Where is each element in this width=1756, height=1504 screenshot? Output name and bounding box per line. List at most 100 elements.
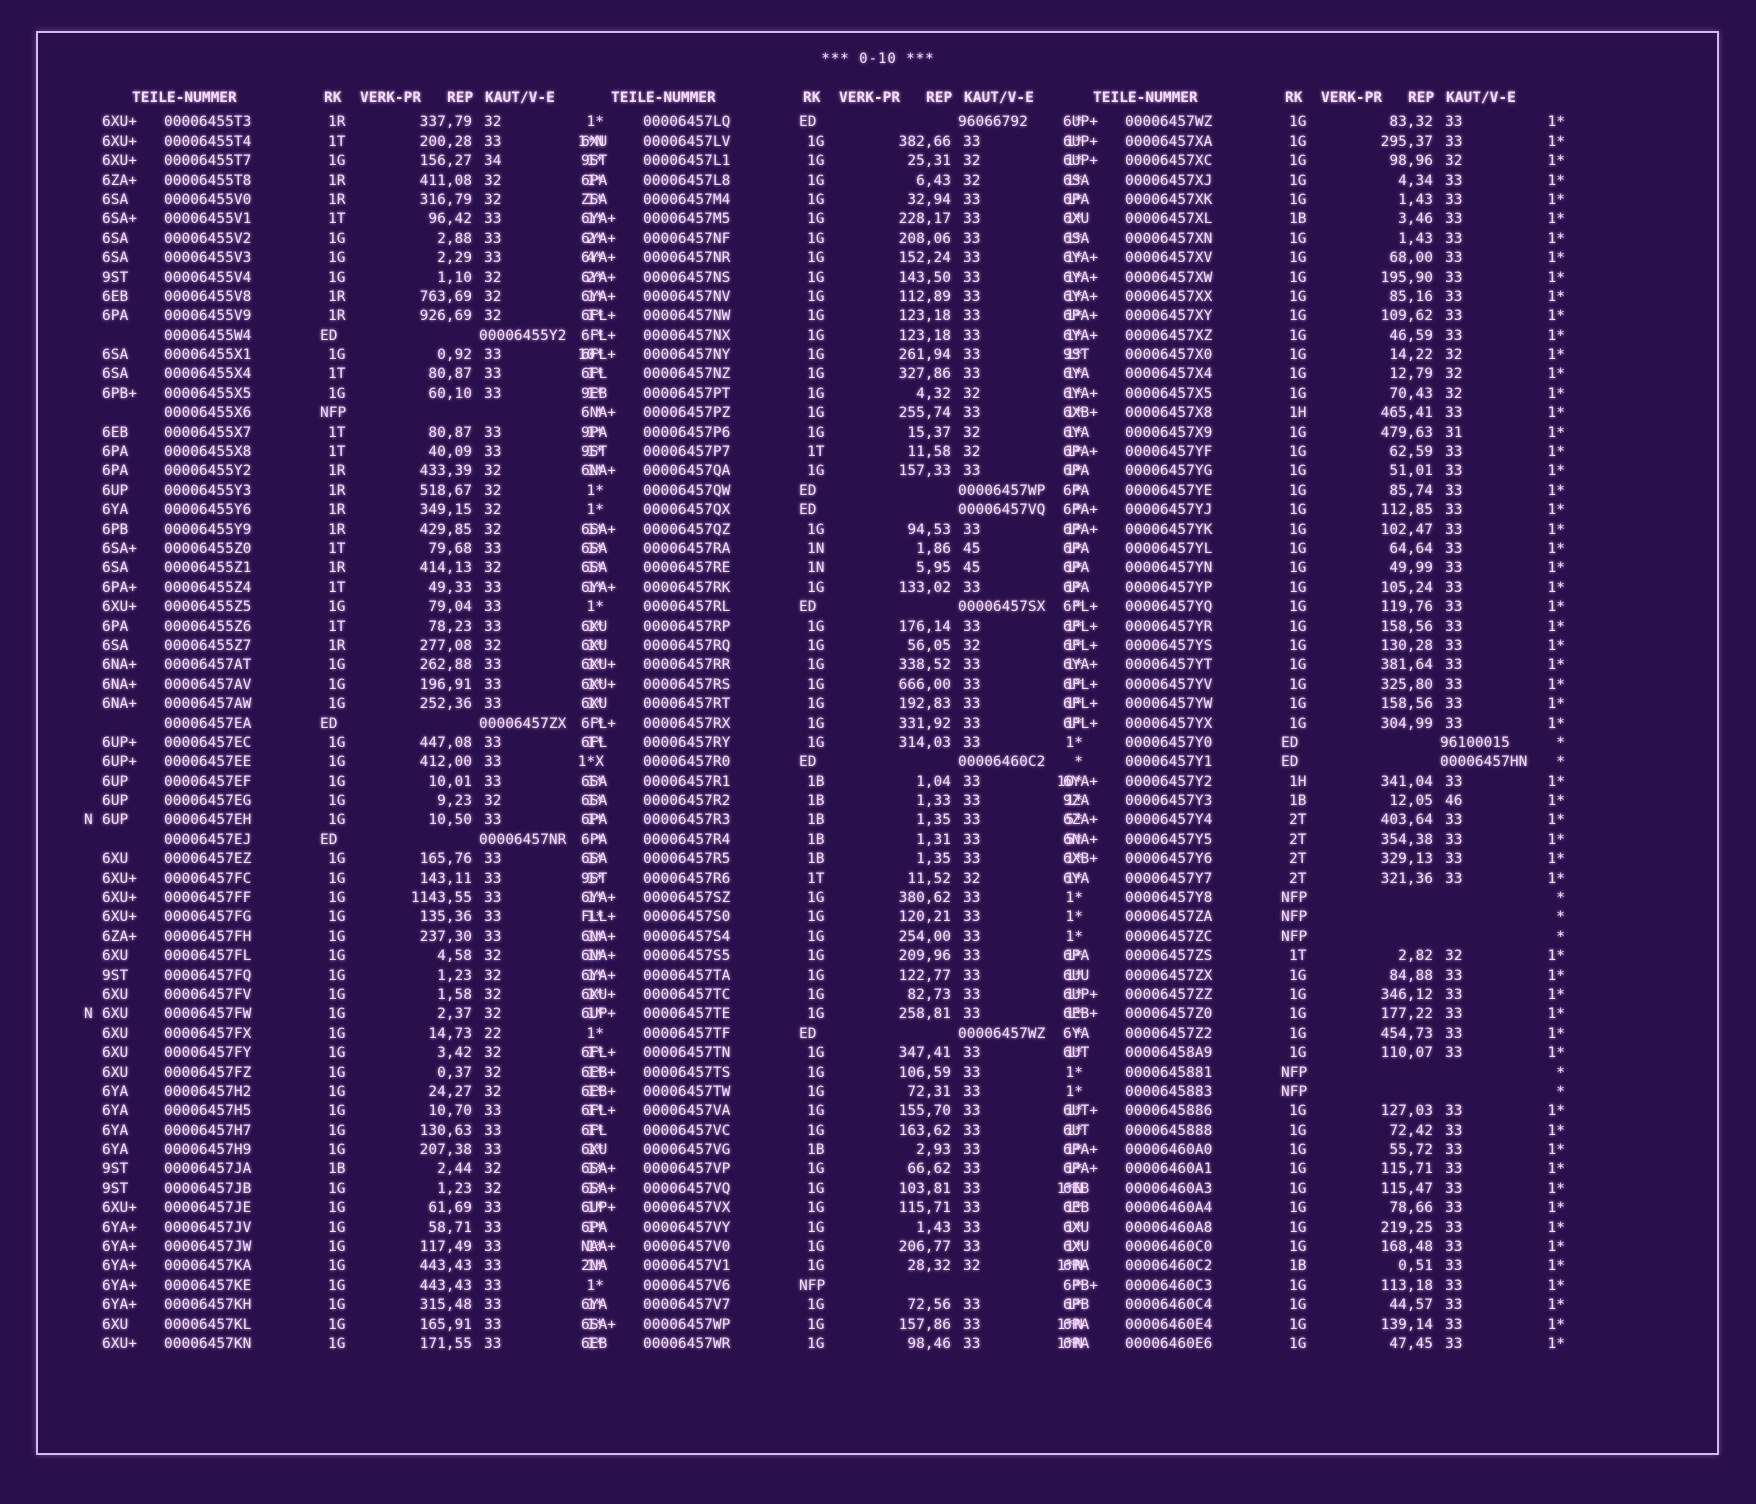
row-rk: 1G <box>328 1064 346 1081</box>
row-price: 380,62 <box>898 890 951 907</box>
row-status: NFP <box>1281 1083 1308 1100</box>
row-rep: 33 <box>1445 851 1463 868</box>
row-kaut: 1* <box>586 560 604 577</box>
row-prefix: 9ZA <box>1063 793 1090 810</box>
row-rep: 32 <box>484 637 502 654</box>
row-rep: 33 <box>484 1219 502 1236</box>
row-kaut: 1* <box>1547 405 1565 422</box>
row-kaut: 1* <box>1065 967 1083 984</box>
row-rk: 1G <box>1289 1239 1307 1256</box>
row-kaut: 1* <box>586 1122 604 1139</box>
row-rep: 32 <box>1445 385 1463 402</box>
row-rk: 1G <box>1289 250 1307 267</box>
row-prefix: 6XU+ <box>102 890 137 907</box>
row-price: 261,94 <box>898 347 951 364</box>
row-rep: 33 <box>484 851 502 868</box>
row-kaut: 1* <box>1547 793 1565 810</box>
row-part-number: 00006457TF <box>643 1025 731 1042</box>
row-rk: 1G <box>328 909 346 926</box>
row-rep: 33 <box>1445 618 1463 635</box>
row-rk: 1G <box>1289 482 1307 499</box>
row-part-number: 0000645881 <box>1125 1064 1213 1081</box>
row-rk: 1G <box>807 928 825 945</box>
row-rep: 33 <box>1445 288 1463 305</box>
row-prefix: 6XU <box>581 696 608 713</box>
row-part-number: 00006457FY <box>164 1045 252 1062</box>
row-kaut: 1* <box>1065 948 1083 965</box>
row-rk: 1G <box>328 676 346 693</box>
row-rk: 1G <box>328 734 346 751</box>
row-part-number: 00006457WR <box>643 1336 731 1352</box>
row-price: 156,27 <box>419 153 472 170</box>
row-prefix: 6XU+ <box>102 114 137 131</box>
row-rep: 22 <box>484 1025 502 1042</box>
row-price: 1,31 <box>916 831 951 848</box>
row-status: ED <box>799 754 817 771</box>
row-rk: 1G <box>807 230 825 247</box>
row-part-number: 0000645888 <box>1125 1122 1213 1139</box>
row-price: 143,11 <box>419 870 472 887</box>
row-prefix: 6FL+ <box>1063 599 1098 616</box>
row-price: 1,04 <box>916 773 951 790</box>
row-price: 209,96 <box>898 948 951 965</box>
row-price: 5,95 <box>916 560 951 577</box>
row-rep: 33 <box>963 1006 981 1023</box>
row-price: 157,86 <box>898 1316 951 1333</box>
row-price: 443,43 <box>419 1277 472 1294</box>
row-prefix: 6PA <box>1063 540 1090 557</box>
row-kaut: 1* <box>1065 250 1083 267</box>
row-prefix: 6XU <box>581 618 608 635</box>
row-prefix: 6NA+ <box>581 463 616 480</box>
row-part-number: 00006457Y0 <box>1125 734 1213 751</box>
row-kaut: 1* <box>1547 1239 1565 1256</box>
row-status: ED <box>799 599 817 616</box>
row-prefix: 9ST <box>1063 347 1090 364</box>
row-part-number: 00006457V7 <box>643 1297 731 1314</box>
row-price: 1,86 <box>916 540 951 557</box>
row-part-number: 00006457EC <box>164 734 252 751</box>
row-price: 433,39 <box>419 463 472 480</box>
row-prefix: 6YA+ <box>581 211 616 228</box>
row-part-number: 00006457AW <box>164 696 252 713</box>
row-prefix: NAA+ <box>581 1239 616 1256</box>
row-kaut: 1* <box>1547 269 1565 286</box>
row-rep: 32 <box>484 1161 502 1178</box>
row-rk: 1T <box>328 424 346 441</box>
row-rk: 1G <box>807 405 825 422</box>
row-rep: 31 <box>1445 424 1463 441</box>
row-price: 9,23 <box>437 793 472 810</box>
row-prefix: 6XU <box>102 1316 129 1333</box>
row-part-number: 00006457ZZ <box>1125 986 1213 1003</box>
row-prefix: 6PA <box>1063 579 1090 596</box>
row-prefix: 6YA <box>102 1142 129 1159</box>
row-part-number: 00006455T7 <box>164 153 252 170</box>
row-kaut: 1* <box>586 1142 604 1159</box>
row-part-number: 00006457EA <box>164 715 252 732</box>
row-kaut: 1* <box>1547 676 1565 693</box>
row-prefix: 6FL+ <box>581 308 616 325</box>
row-price: 2,29 <box>437 250 472 267</box>
row-prefix: 6SA <box>102 366 129 383</box>
row-price: 80,87 <box>428 424 472 441</box>
row-kaut: 1* <box>1065 1045 1083 1062</box>
row-rep: 33 <box>484 696 502 713</box>
row-part-number: 00006457TC <box>643 986 731 1003</box>
row-prefix: 6YA+ <box>1063 288 1098 305</box>
row-prefix: 6YA+ <box>102 1277 137 1294</box>
header-verk-pr: VERK-PR <box>1321 90 1383 106</box>
row-rep: 33 <box>963 928 981 945</box>
row-price: 165,76 <box>419 851 472 868</box>
row-prefix: 6PA <box>1063 948 1090 965</box>
row-rk: 1G <box>1289 637 1307 654</box>
row-rep: 32 <box>484 793 502 810</box>
row-price: 70,43 <box>1389 385 1433 402</box>
row-prefix: 6YA <box>581 1297 608 1314</box>
row-price: 64,64 <box>1389 540 1433 557</box>
row-rep: 33 <box>963 1083 981 1100</box>
row-price: 429,85 <box>419 521 472 538</box>
row-price: 177,22 <box>1380 1006 1433 1023</box>
row-part-number: 00006457NF <box>643 230 731 247</box>
row-rep: 33 <box>1445 191 1463 208</box>
row-part-number: 00006457XA <box>1125 133 1213 150</box>
row-part-number: 00006457WP <box>643 1316 731 1333</box>
